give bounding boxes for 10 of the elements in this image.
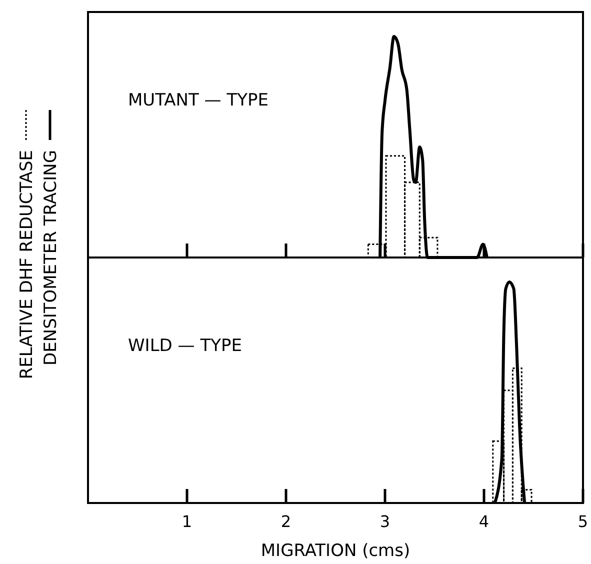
legend-label: DENSITOMETER TRACING <box>41 150 61 366</box>
x-tick-label: 5 <box>578 512 588 531</box>
x-tick-label: 1 <box>182 512 192 531</box>
x-tick-label: 3 <box>380 512 390 531</box>
x-axis-title: MIGRATION (cms) <box>260 541 410 561</box>
x-tick-label: 2 <box>280 512 292 531</box>
x-tick-label: 4 <box>478 512 490 531</box>
legend-label: RELATIVE DHF REDUCTASE <box>17 150 37 380</box>
annotation: MUTANT — TYPE <box>128 90 268 110</box>
annotation: WILD — TYPE <box>128 336 242 356</box>
